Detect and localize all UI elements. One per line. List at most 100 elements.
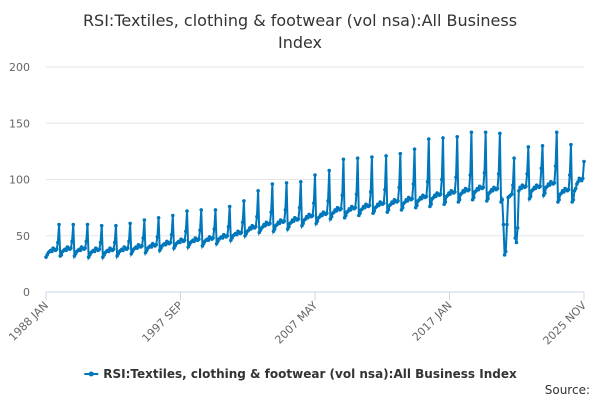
- data-point[interactable]: [92, 249, 97, 254]
- data-point[interactable]: [127, 239, 131, 244]
- data-point[interactable]: [557, 197, 561, 202]
- data-point[interactable]: [334, 209, 339, 213]
- data-point[interactable]: [226, 224, 231, 229]
- data-point[interactable]: [212, 227, 217, 231]
- data-point[interactable]: [306, 215, 310, 220]
- data-point[interactable]: [348, 208, 353, 212]
- data-point[interactable]: [256, 188, 260, 193]
- data-point[interactable]: [501, 222, 506, 227]
- data-point[interactable]: [239, 230, 244, 235]
- data-point[interactable]: [384, 154, 388, 158]
- data-point[interactable]: [69, 246, 73, 250]
- data-point[interactable]: [54, 247, 59, 252]
- data-point[interactable]: [362, 205, 367, 210]
- data-point[interactable]: [198, 228, 202, 232]
- data-point[interactable]: [415, 203, 419, 208]
- data-point[interactable]: [284, 181, 289, 185]
- data-point[interactable]: [135, 246, 140, 250]
- data-point[interactable]: [476, 187, 481, 192]
- data-point[interactable]: [340, 193, 345, 198]
- data-point[interactable]: [114, 223, 118, 228]
- data-point[interactable]: [370, 155, 374, 159]
- data-point[interactable]: [325, 211, 329, 216]
- data-point[interactable]: [512, 156, 516, 160]
- data-point[interactable]: [263, 223, 268, 228]
- data-point[interactable]: [526, 145, 531, 149]
- data-point[interactable]: [310, 213, 315, 218]
- data-point[interactable]: [178, 240, 182, 245]
- data-point[interactable]: [554, 130, 559, 135]
- data-point[interactable]: [301, 221, 305, 226]
- data-point[interactable]: [405, 199, 410, 203]
- data-point[interactable]: [213, 208, 218, 212]
- data-point[interactable]: [83, 246, 87, 250]
- data-point[interactable]: [569, 142, 573, 147]
- data-point[interactable]: [298, 179, 303, 184]
- data-point[interactable]: [448, 192, 452, 196]
- data-point[interactable]: [171, 213, 175, 218]
- data-point[interactable]: [486, 196, 490, 201]
- data-point[interactable]: [573, 186, 578, 191]
- data-point[interactable]: [467, 187, 471, 192]
- data-point[interactable]: [498, 131, 502, 136]
- data-point[interactable]: [141, 236, 145, 240]
- data-point[interactable]: [313, 173, 317, 177]
- data-point[interactable]: [253, 224, 258, 229]
- data-point[interactable]: [441, 136, 445, 140]
- data-point[interactable]: [140, 244, 144, 248]
- data-point[interactable]: [571, 197, 576, 202]
- data-point[interactable]: [199, 208, 204, 212]
- data-point[interactable]: [398, 151, 403, 156]
- data-point[interactable]: [391, 201, 396, 205]
- data-point[interactable]: [277, 221, 282, 226]
- data-point[interactable]: [234, 232, 239, 237]
- data-point[interactable]: [524, 184, 528, 189]
- data-point[interactable]: [540, 143, 545, 148]
- data-point[interactable]: [468, 173, 473, 177]
- data-point[interactable]: [576, 179, 580, 184]
- data-point[interactable]: [182, 238, 187, 243]
- data-point[interactable]: [400, 205, 405, 210]
- data-point[interactable]: [99, 223, 104, 228]
- data-point[interactable]: [469, 130, 474, 135]
- data-point[interactable]: [185, 209, 189, 213]
- data-point[interactable]: [582, 159, 586, 164]
- data-point[interactable]: [354, 192, 359, 196]
- data-point[interactable]: [169, 232, 174, 237]
- data-point[interactable]: [282, 219, 286, 223]
- data-point[interactable]: [367, 203, 372, 208]
- data-point[interactable]: [481, 185, 486, 190]
- data-point[interactable]: [344, 213, 348, 218]
- data-point[interactable]: [358, 211, 362, 216]
- data-point[interactable]: [326, 199, 330, 203]
- data-point[interactable]: [220, 236, 225, 240]
- data-point[interactable]: [553, 164, 558, 168]
- data-point[interactable]: [154, 242, 159, 247]
- data-point[interactable]: [471, 195, 476, 200]
- data-point[interactable]: [268, 221, 272, 226]
- data-point[interactable]: [453, 190, 457, 194]
- data-point[interactable]: [386, 208, 391, 212]
- data-point[interactable]: [547, 183, 552, 187]
- data-point[interactable]: [156, 215, 161, 220]
- data-point[interactable]: [206, 238, 211, 243]
- data-point[interactable]: [329, 214, 334, 219]
- data-point[interactable]: [56, 240, 60, 245]
- data-point[interactable]: [211, 236, 215, 240]
- data-point[interactable]: [567, 173, 572, 177]
- data-point[interactable]: [315, 219, 320, 223]
- data-point[interactable]: [353, 205, 358, 210]
- data-point[interactable]: [320, 213, 324, 218]
- data-point[interactable]: [440, 177, 444, 182]
- data-point[interactable]: [339, 206, 343, 211]
- data-point[interactable]: [533, 186, 538, 191]
- data-point[interactable]: [149, 245, 154, 249]
- data-point[interactable]: [425, 179, 430, 184]
- data-point[interactable]: [85, 222, 90, 227]
- data-point[interactable]: [197, 237, 201, 241]
- data-point[interactable]: [505, 222, 509, 227]
- data-point[interactable]: [270, 182, 275, 186]
- data-point[interactable]: [70, 239, 74, 244]
- data-point[interactable]: [355, 156, 360, 160]
- data-point[interactable]: [107, 249, 111, 254]
